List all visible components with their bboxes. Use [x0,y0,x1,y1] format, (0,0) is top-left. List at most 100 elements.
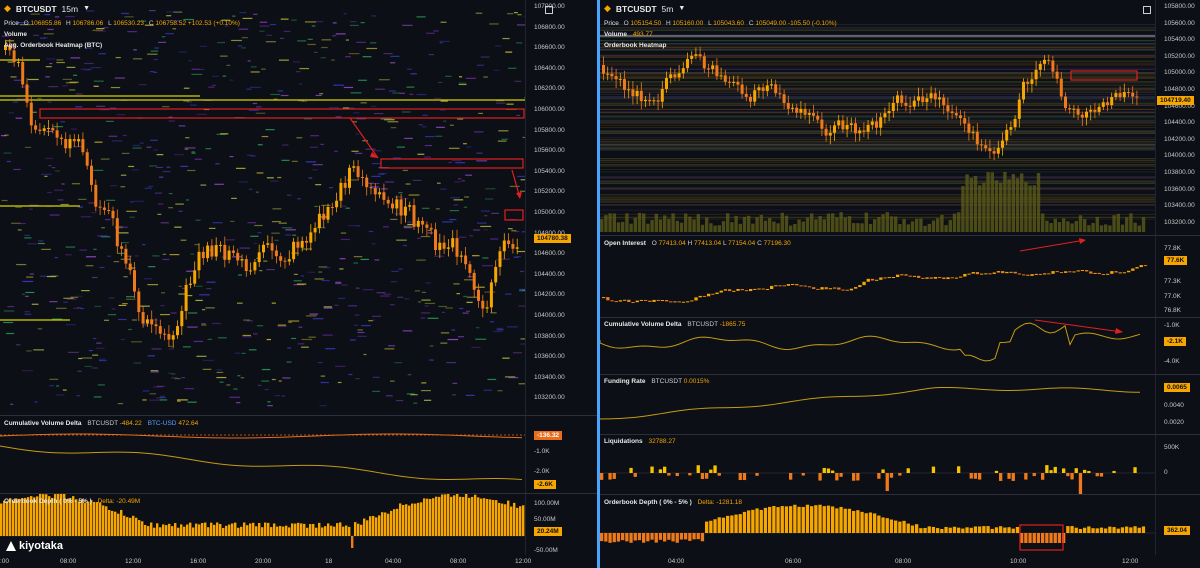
heatmap-cell [88,202,97,204]
right-candle-body [799,108,803,113]
right-symbol-header[interactable]: ◆ BTCUSDT 5m ▼ [604,3,685,14]
right-candle-body [686,58,689,69]
heatmap-cell [149,10,156,12]
heatmap-cell [120,186,126,188]
heatmap-cell [24,237,32,239]
heatmap-cell [65,254,72,256]
heatmap-cell [374,259,380,261]
heatmap-cell [511,230,517,232]
heatmap-cell [248,109,259,112]
left-symbol-header[interactable]: ◆ BTCUSDT 15m ▼ [4,3,90,14]
depth-bar [486,498,489,536]
heatmap-cell [216,371,224,374]
arrow-head [1079,238,1086,244]
heatmap-cell [77,206,83,208]
right-liq-pane[interactable]: Liquidations 32788.27 500K 0 [600,435,1200,495]
expand-icon[interactable] [1143,6,1151,14]
price-tick: 103600.00 [534,353,565,361]
right-oi-axis[interactable]: 77.8K 77.6K 77.3K 77.0K 76.8K [1155,236,1200,317]
expand-icon[interactable] [545,6,553,14]
heatmap-cell [497,390,503,392]
heatmap-cell [33,34,40,36]
heatmap-cell [231,197,237,199]
depth-bar [604,533,608,542]
right-candle-body [618,79,622,81]
heatmap-cell [329,106,339,109]
left-time-axis[interactable]: :00 08:00 12:00 16:00 20:00 18 04:00 08:00 12:00 [0,555,531,568]
oi-candle [656,299,660,301]
heatmap-cell [4,134,9,136]
heatmap-cell [162,170,171,173]
liq-bar [696,465,700,473]
heatmap-cell [342,107,350,109]
left-chart-panel: ◆ BTCUSDT 15m ▼ Price O 106855.86 H 1067… [0,0,597,568]
left-cvd-axis[interactable]: -136.32 -1.0K -2.0K -2.6K [525,416,597,493]
cvd-line-btcusdt [0,445,523,481]
heatmap-cell [166,166,171,168]
right-oi-pane[interactable]: Open Interest O 77413.04 H 77413.04 L 77… [600,236,1200,318]
right-candle-body [1034,69,1038,80]
right-funding-pane[interactable]: Funding Rate BTCUSDT 0.0015% 0.0065 0.00… [600,375,1200,435]
right-depth-pane[interactable]: Orderbook Depth ( 0% - 5% ) Delta: -1281… [600,495,1200,555]
price-tick: 105400.00 [1164,36,1195,44]
heatmap-cell [413,402,418,404]
heatmap-cell [285,229,296,231]
right-depth-axis[interactable]: 362.04 [1155,495,1200,555]
right-symbol[interactable]: BTCUSDT [615,3,657,14]
chevron-down-icon[interactable]: ▼ [83,5,91,12]
heatmap-cell [339,268,344,270]
left-depth-axis[interactable]: 100.00M 50.00M 20.24M -50.00M [525,494,597,555]
depth-bar [1078,528,1083,533]
depth-bar [919,528,923,533]
depth-bar [755,508,759,533]
right-timeframe[interactable]: 5m [661,3,674,14]
right-candle-body [950,111,954,114]
resistance-box [1070,70,1138,81]
left-timeframe[interactable]: 15m [61,3,79,14]
liq-bar [801,473,805,476]
heatmap-cell [29,208,33,210]
depth-bar [231,523,234,536]
heatmap-cell [410,394,418,396]
price-tick: 103800.00 [534,332,565,340]
heatmap-cell [355,133,359,135]
heatmap-cell [97,384,105,386]
heatmap-cell [108,135,118,137]
liq-bar [688,473,692,476]
heatmap-cell [100,236,111,238]
chevron-down-icon[interactable]: ▼ [678,5,686,12]
heatmap-cell [12,101,19,103]
heatmap-cell [371,243,376,245]
left-depth-pane[interactable]: Orderbook Depth ( 0% - 5% ) Delta: -20.4… [0,494,597,555]
heatmap-cell [162,106,170,108]
heatmap-cell [70,128,78,130]
heatmap-cell [224,25,229,27]
left-symbol[interactable]: BTCUSDT [15,3,57,14]
heatmap-cell [139,142,144,144]
right-time-axis[interactable]: 04:00 06:00 08:00 10:00 12:00 [600,555,1155,568]
right-funding-axis[interactable]: 0.0065 0.0040 0.0020 [1155,375,1200,434]
heatmap-cell [473,131,484,133]
right-liq-axis[interactable]: 500K 0 [1155,435,1200,494]
left-candle-body [455,238,459,257]
oi-candle [719,290,723,293]
oi-candle [849,288,854,291]
heatmap-cell [305,161,317,163]
heatmap-cell [420,235,431,238]
heatmap-cell [1,199,8,202]
right-price-axis[interactable]: 105800.00 105600.00 105400.00 105200.00 1050… [1155,0,1200,235]
depth-bar [501,503,504,536]
heatmap-cell [461,180,465,182]
right-candle-body [782,94,786,104]
depth-bar [856,510,860,533]
heatmap-cell [250,71,260,73]
right-cvd-pane[interactable]: Cumulative Volume Delta BTCUSDT -1865.75… [600,318,1200,375]
heatmap-cell [266,268,275,271]
left-price-pane[interactable]: ◆ BTCUSDT 15m ▼ Price O 106855.86 H 1067… [0,0,597,416]
right-price-pane[interactable]: ◆ BTCUSDT 5m ▼ Price O 105154.50 H 10516… [600,0,1200,236]
left-cvd-pane[interactable]: Cumulative Volume Delta BTCUSDT -484.22 … [0,416,597,494]
heatmap-cell [236,302,243,304]
right-cvd-axis[interactable]: -1.0K -2.1K -4.0K [1155,318,1200,374]
left-price-axis[interactable]: 107000.00 106800.00 106600.00 106400.00 1062… [525,0,597,415]
heatmap-cell [172,28,177,30]
